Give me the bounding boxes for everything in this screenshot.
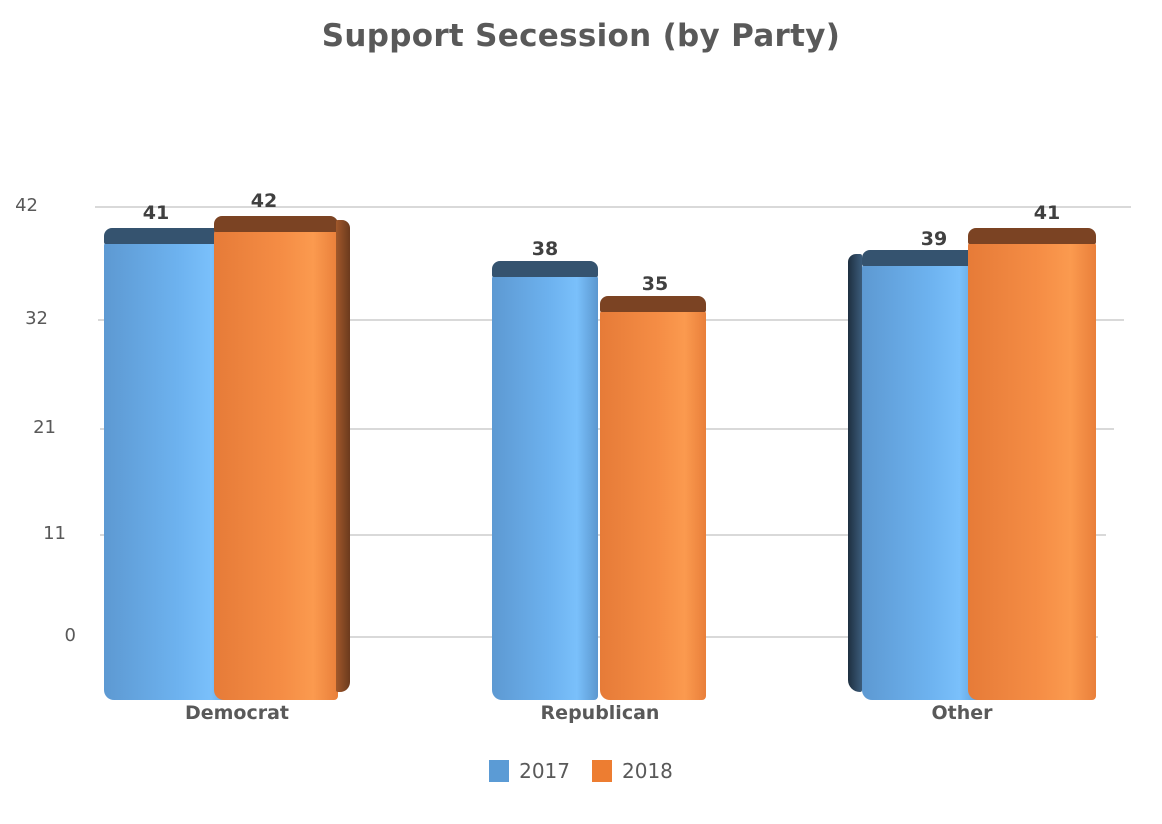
value-label-other-2018: 41: [1033, 202, 1061, 224]
category-label-republican: Republican: [540, 702, 660, 724]
bar-top-face: [104, 228, 238, 244]
bar-other-2018[interactable]: [968, 228, 1096, 700]
category-label-other: Other: [931, 702, 993, 724]
legend-label-2017: 2017: [519, 759, 570, 783]
bar-top-face: [968, 228, 1096, 244]
bar-republican-2018[interactable]: [600, 296, 706, 700]
legend-swatch-2017: [489, 760, 510, 782]
category-label-democrat: Democrat: [184, 702, 290, 724]
value-label-democrat-2018: 42: [250, 190, 278, 212]
legend-swatch-2018: [592, 760, 612, 782]
y-tick-42: 42: [15, 195, 38, 216]
legend-item-2017[interactable]: 2017: [489, 759, 570, 783]
bar-democrat-2018[interactable]: [214, 216, 350, 700]
gridline-42: [95, 206, 1131, 208]
value-label-republican-2018: 35: [641, 273, 669, 295]
y-tick-21: 21: [33, 417, 56, 438]
bar-top-face: [600, 296, 706, 312]
y-tick-0: 0: [64, 625, 76, 646]
bar-republican-2017[interactable]: [492, 261, 598, 700]
value-label-republican-2017: 38: [531, 238, 559, 260]
y-tick-32: 32: [25, 308, 48, 329]
bar-top-face: [214, 216, 338, 232]
bar-other-2017[interactable]: [848, 250, 984, 700]
legend: 2017 2018: [0, 759, 1162, 783]
bar-side-face: [848, 254, 862, 692]
bar-side-face: [336, 220, 350, 692]
y-tick-11: 11: [43, 523, 66, 544]
bar-top-face: [862, 250, 984, 266]
legend-label-2018: 2018: [622, 759, 673, 783]
chart-title: Support Secession (by Party): [321, 18, 841, 54]
legend-item-2018[interactable]: 2018: [592, 759, 673, 783]
value-label-other-2017: 39: [920, 228, 948, 250]
bar-top-face: [492, 261, 598, 277]
value-label-democrat-2017: 41: [142, 202, 170, 224]
